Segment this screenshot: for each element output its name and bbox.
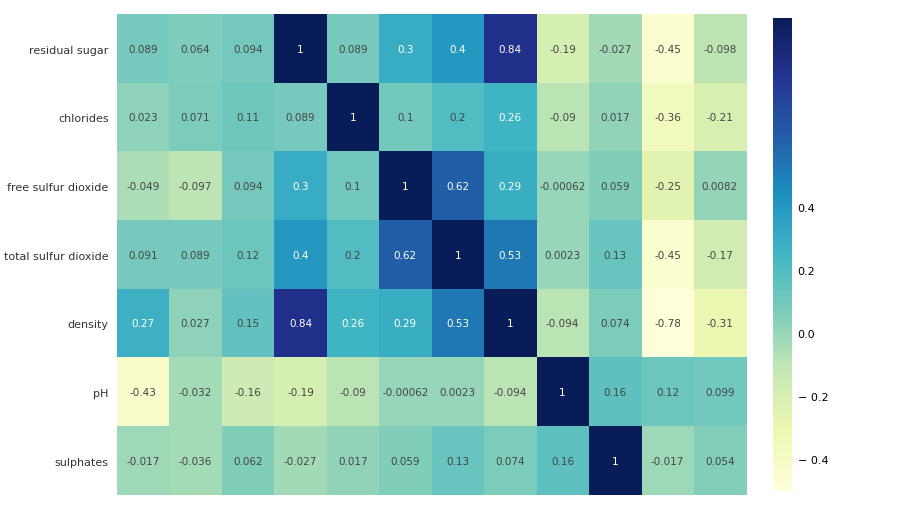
Text: -0.097: -0.097 xyxy=(179,181,212,191)
Text: 0.53: 0.53 xyxy=(499,250,522,260)
Text: 0.4: 0.4 xyxy=(292,250,309,260)
Text: 0.11: 0.11 xyxy=(237,113,259,123)
Text: 0.84: 0.84 xyxy=(289,319,312,329)
Text: 0.26: 0.26 xyxy=(499,113,522,123)
Text: 0.064: 0.064 xyxy=(181,44,211,55)
Text: 0.12: 0.12 xyxy=(237,250,259,260)
Text: 0.091: 0.091 xyxy=(129,250,158,260)
Text: 0.26: 0.26 xyxy=(341,319,365,329)
Text: -0.31: -0.31 xyxy=(706,319,733,329)
Text: 0.071: 0.071 xyxy=(181,113,211,123)
Text: 0.089: 0.089 xyxy=(129,44,158,55)
Text: -0.78: -0.78 xyxy=(654,319,681,329)
Text: 0.0023: 0.0023 xyxy=(544,250,580,260)
Text: -0.027: -0.027 xyxy=(598,44,632,55)
Text: 0.074: 0.074 xyxy=(495,456,525,466)
Text: 0.089: 0.089 xyxy=(181,250,211,260)
Text: -0.032: -0.032 xyxy=(179,387,212,397)
Text: -0.21: -0.21 xyxy=(706,113,733,123)
Text: -0.098: -0.098 xyxy=(703,44,736,55)
Text: 0.054: 0.054 xyxy=(705,456,734,466)
Text: 1: 1 xyxy=(507,319,514,329)
Text: 0.16: 0.16 xyxy=(551,456,574,466)
Text: 1: 1 xyxy=(349,113,356,123)
Text: -0.00062: -0.00062 xyxy=(539,181,586,191)
Text: 0.12: 0.12 xyxy=(656,387,679,397)
Text: 0.3: 0.3 xyxy=(397,44,414,55)
Text: 0.0082: 0.0082 xyxy=(702,181,738,191)
Text: -0.049: -0.049 xyxy=(127,181,160,191)
Text: 0.059: 0.059 xyxy=(600,181,630,191)
Text: 0.13: 0.13 xyxy=(604,250,626,260)
Text: 0.027: 0.027 xyxy=(181,319,211,329)
Text: 0.27: 0.27 xyxy=(131,319,155,329)
Text: 0.15: 0.15 xyxy=(237,319,259,329)
Text: 0.017: 0.017 xyxy=(338,456,368,466)
Text: 0.023: 0.023 xyxy=(129,113,158,123)
Text: 0.62: 0.62 xyxy=(446,181,469,191)
Text: 0.62: 0.62 xyxy=(394,250,417,260)
Text: 0.16: 0.16 xyxy=(604,387,626,397)
Text: -0.09: -0.09 xyxy=(549,113,576,123)
Text: -0.45: -0.45 xyxy=(654,44,681,55)
Text: -0.19: -0.19 xyxy=(549,44,576,55)
Text: 1: 1 xyxy=(402,181,409,191)
Text: -0.027: -0.027 xyxy=(284,456,317,466)
Text: 0.094: 0.094 xyxy=(233,44,263,55)
Text: 0.017: 0.017 xyxy=(600,113,630,123)
Text: 0.089: 0.089 xyxy=(285,113,315,123)
Text: 0.84: 0.84 xyxy=(499,44,522,55)
Text: -0.017: -0.017 xyxy=(127,456,160,466)
Text: -0.094: -0.094 xyxy=(493,387,526,397)
Text: 0.29: 0.29 xyxy=(499,181,522,191)
Text: 0.094: 0.094 xyxy=(233,181,263,191)
Text: -0.00062: -0.00062 xyxy=(382,387,428,397)
Text: -0.16: -0.16 xyxy=(235,387,262,397)
Text: 0.29: 0.29 xyxy=(394,319,417,329)
Text: -0.036: -0.036 xyxy=(179,456,212,466)
Text: 0.3: 0.3 xyxy=(292,181,309,191)
Text: -0.45: -0.45 xyxy=(654,250,681,260)
Text: 0.062: 0.062 xyxy=(233,456,263,466)
Text: -0.09: -0.09 xyxy=(339,387,366,397)
Text: -0.43: -0.43 xyxy=(130,387,157,397)
Text: -0.17: -0.17 xyxy=(706,250,733,260)
Text: 0.089: 0.089 xyxy=(338,44,368,55)
Text: -0.36: -0.36 xyxy=(654,113,681,123)
Text: 0.13: 0.13 xyxy=(446,456,469,466)
Text: 0.2: 0.2 xyxy=(449,113,466,123)
Text: 1: 1 xyxy=(454,250,461,260)
Text: 0.2: 0.2 xyxy=(345,250,361,260)
Text: 1: 1 xyxy=(297,44,304,55)
Text: 0.099: 0.099 xyxy=(705,387,734,397)
Text: 0.1: 0.1 xyxy=(397,113,414,123)
Text: -0.094: -0.094 xyxy=(546,319,580,329)
Text: 0.074: 0.074 xyxy=(600,319,630,329)
Text: 0.4: 0.4 xyxy=(449,44,466,55)
Text: -0.19: -0.19 xyxy=(287,387,314,397)
Text: 0.1: 0.1 xyxy=(345,181,361,191)
Text: 0.059: 0.059 xyxy=(391,456,420,466)
Text: 1: 1 xyxy=(612,456,618,466)
Text: 1: 1 xyxy=(559,387,566,397)
Text: 0.0023: 0.0023 xyxy=(440,387,476,397)
Text: -0.017: -0.017 xyxy=(651,456,684,466)
Text: -0.25: -0.25 xyxy=(654,181,681,191)
Text: 0.53: 0.53 xyxy=(446,319,469,329)
